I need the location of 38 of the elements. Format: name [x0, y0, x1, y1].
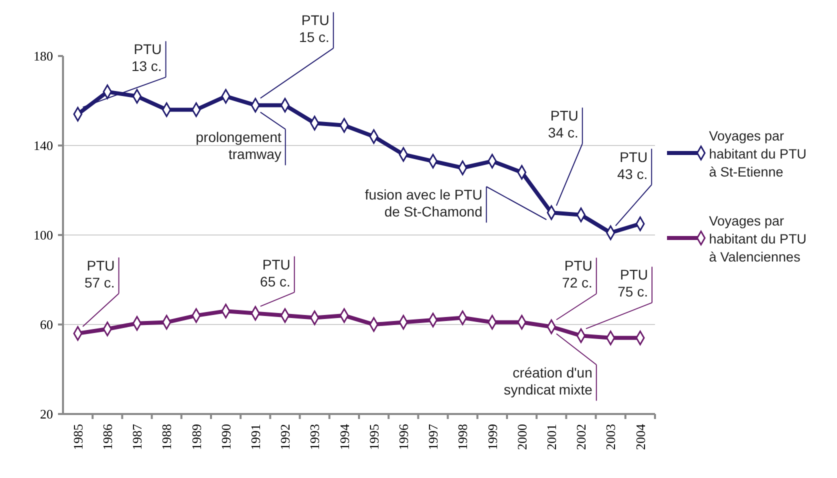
annotation: prolongement tramway	[196, 129, 282, 162]
annotation: PTU 15 c.	[299, 12, 330, 46]
y-tick-label: 60	[40, 317, 53, 332]
x-tick-label: 1996	[396, 424, 411, 450]
y-tick-label: 180	[34, 48, 53, 64]
x-tick-label: 1986	[100, 424, 115, 450]
x-tick-label: 2001	[544, 424, 559, 450]
annotation: PTU 43 c.	[617, 148, 648, 182]
annotation: PTU 57 c.	[84, 257, 115, 290]
x-tick-label: 1998	[455, 424, 470, 450]
x-tick-label: 2002	[574, 424, 589, 450]
x-tick-label: 1990	[218, 424, 234, 450]
x-tick-label: 1992	[278, 424, 293, 450]
x-tick-label: 2000	[514, 424, 530, 450]
annotation: PTU 65 c.	[260, 256, 290, 290]
x-tick-label: 1985	[70, 424, 86, 450]
annotation: PTU 72 c.	[562, 258, 592, 291]
x-tick-label: 1991	[248, 424, 263, 450]
annotation: création d'un syndicat mixte	[504, 364, 593, 398]
x-tick-label: 1993	[307, 424, 322, 450]
x-tick-label: 1995	[366, 424, 382, 450]
annotation: PTU 34 c.	[548, 108, 578, 141]
x-tick-label: 1989	[188, 424, 204, 450]
legend-label: Voyages par habitant du PTU à St-Etienne	[709, 128, 807, 180]
legend-label: Voyages par habitant du PTU à Valenciennes	[709, 214, 807, 265]
x-tick-label: 1987	[130, 424, 145, 450]
annotation: PTU 75 c.	[618, 266, 648, 300]
y-tick-label: 100	[34, 228, 53, 243]
y-tick-label: 20	[40, 406, 53, 422]
y-tick-label: 140	[34, 138, 53, 154]
x-tick-label: 2004	[632, 424, 648, 450]
x-tick-label: 2003	[603, 424, 618, 450]
x-tick-label: 1988	[159, 424, 174, 450]
x-tick-label: 1999	[484, 424, 500, 450]
x-tick-label: 1997	[426, 424, 441, 450]
annotation: PTU 13 c.	[131, 41, 162, 74]
annotation: fusion avec le PTU de St-Chamond	[364, 186, 482, 220]
x-tick-label: 1994	[336, 424, 352, 450]
